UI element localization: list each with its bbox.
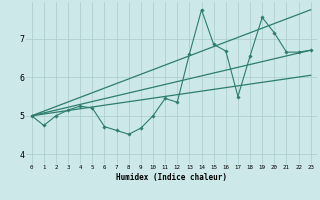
X-axis label: Humidex (Indice chaleur): Humidex (Indice chaleur) [116, 173, 227, 182]
